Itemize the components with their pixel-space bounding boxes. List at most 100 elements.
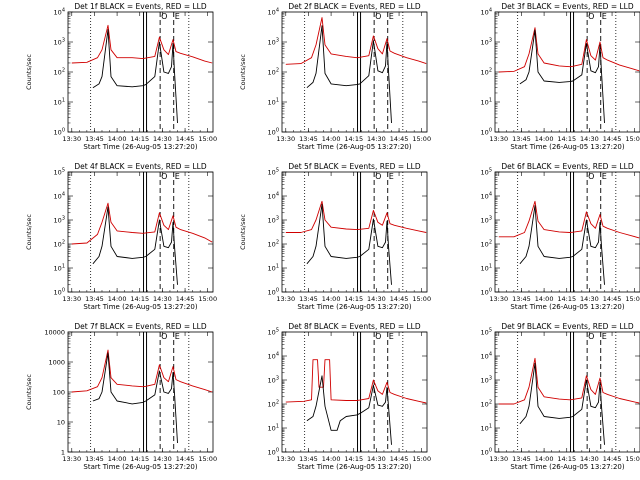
panel-det-3: Det 3f BLACK = Events, RED = LLD 13:30 13:… xyxy=(481,2,640,151)
y-tick-label: 10 xyxy=(57,419,65,427)
panel-title: Det 7f BLACK = Events, RED = LLD xyxy=(74,322,207,331)
y-tick-label: 103 xyxy=(481,216,492,225)
x-axis-label: Start Time (26-Aug-05 13:27:20) xyxy=(83,303,197,311)
y-tick-label: 100 xyxy=(53,389,65,397)
x-axis-label: Start Time (26-Aug-05 13:27:20) xyxy=(83,143,197,151)
x-tick-label: 14:00 xyxy=(322,295,341,303)
marker-label: E xyxy=(175,172,180,181)
y-tick-label: 105 xyxy=(481,328,492,337)
series-line-red-lld xyxy=(498,27,640,73)
marker-label: E xyxy=(389,332,394,341)
x-axis-label: Start Time (26-Aug-05 13:27:20) xyxy=(510,463,624,471)
x-axis-label: Start Time (26-Aug-05 13:27:20) xyxy=(297,303,411,311)
series-line-red-lld xyxy=(285,200,427,233)
x-tick-label: 13:45 xyxy=(299,455,318,463)
y-tick-label: 102 xyxy=(268,68,279,77)
x-tick-label: 13:45 xyxy=(512,135,531,143)
x-tick-label: 14:00 xyxy=(535,295,554,303)
y-tick-label: 100 xyxy=(481,288,492,297)
y-axis-label: Counts/sec xyxy=(239,54,247,90)
y-tick-label: 100 xyxy=(268,288,279,297)
x-tick-label: 13:45 xyxy=(299,135,318,143)
marker-label: O xyxy=(588,12,594,21)
x-tick-label: 15:00 xyxy=(198,295,217,303)
panel-det-8: Det 8f BLACK = Events, RED = LLD 13:30 13:… xyxy=(268,322,432,471)
series-line-black-events xyxy=(519,362,605,445)
y-tick-label: 101 xyxy=(481,424,492,433)
series-line-black-events xyxy=(519,205,605,285)
series-group xyxy=(71,24,213,124)
x-tick-label: 14:45 xyxy=(390,135,409,143)
plot-frame xyxy=(67,171,214,293)
y-tick-label: 100 xyxy=(481,128,492,137)
series-line-red-lld xyxy=(71,349,213,393)
y-tick-label: 104 xyxy=(268,8,279,17)
x-axis-label: Start Time (26-Aug-05 13:27:20) xyxy=(297,143,411,151)
panel-title: Det 1f BLACK = Events, RED = LLD xyxy=(74,2,207,11)
y-tick-label: 1 xyxy=(61,449,65,457)
x-tick-label: 14:00 xyxy=(108,135,127,143)
x-tick-label: 14:45 xyxy=(603,455,622,463)
x-tick-label: 14:15 xyxy=(344,295,363,303)
time-markers xyxy=(304,12,404,132)
plot-frame xyxy=(494,171,640,293)
x-tick-label: 14:30 xyxy=(153,135,172,143)
y-tick-label: 104 xyxy=(54,192,65,201)
series-line-black-events xyxy=(306,375,392,445)
x-tick-label: 13:45 xyxy=(299,295,318,303)
series-group xyxy=(498,200,640,285)
y-axis-label: Counts/sec xyxy=(25,214,33,250)
y-tick-label: 100 xyxy=(54,128,65,137)
y-tick-label: 101 xyxy=(54,98,65,107)
x-tick-label: 13:30 xyxy=(276,295,295,303)
time-markers xyxy=(517,12,617,132)
series-line-red-lld xyxy=(71,202,213,245)
y-tick-label: 102 xyxy=(481,240,492,249)
time-markers xyxy=(304,332,404,452)
x-tick-label: 14:45 xyxy=(390,455,409,463)
series-line-red-lld xyxy=(498,357,640,405)
x-tick-label: 13:45 xyxy=(512,455,531,463)
series-line-black-events xyxy=(306,25,392,124)
series-line-red-lld xyxy=(498,200,640,239)
x-tick-label: 14:15 xyxy=(130,295,149,303)
y-tick-label: 103 xyxy=(268,38,279,47)
y-tick-label: 104 xyxy=(481,8,492,17)
plot-frame xyxy=(494,331,640,453)
panel-det-2: Det 2f BLACK = Events, RED = LLD 13:30 13:… xyxy=(239,2,431,151)
y-tick-label: 101 xyxy=(481,264,492,273)
x-tick-label: 14:30 xyxy=(580,455,599,463)
x-tick-label: 14:15 xyxy=(344,135,363,143)
x-tick-label: 15:00 xyxy=(625,455,640,463)
plot-frame xyxy=(67,331,214,453)
x-tick-label: 13:30 xyxy=(276,455,295,463)
x-tick-label: 13:30 xyxy=(489,295,508,303)
x-tick-label: 14:00 xyxy=(108,455,127,463)
x-tick-label: 13:45 xyxy=(85,295,104,303)
y-tick-label: 103 xyxy=(481,376,492,385)
y-tick-label: 102 xyxy=(268,240,279,249)
panel-det-5: Det 5f BLACK = Events, RED = LLD 13:30 13:… xyxy=(239,162,431,311)
y-tick-label: 103 xyxy=(54,38,65,47)
y-tick-label: 105 xyxy=(54,168,65,177)
x-tick-label: 14:00 xyxy=(322,455,341,463)
series-group xyxy=(71,349,213,444)
x-tick-label: 14:30 xyxy=(153,295,172,303)
y-tick-label: 102 xyxy=(481,400,492,409)
x-tick-label: 14:00 xyxy=(108,295,127,303)
y-tick-label: 101 xyxy=(268,264,279,273)
y-tick-label: 103 xyxy=(268,216,279,225)
series-group xyxy=(285,17,427,124)
series-group xyxy=(498,27,640,124)
y-tick-label: 102 xyxy=(481,68,492,77)
panel-det-6: Det 6f BLACK = Events, RED = LLD 13:30 13:… xyxy=(481,162,640,311)
y-axis-label: Counts/sec xyxy=(239,214,247,250)
y-tick-label: 10000 xyxy=(44,329,65,337)
y-tick-label: 100 xyxy=(268,448,279,457)
panel-title: Det 6f BLACK = Events, RED = LLD xyxy=(501,162,634,171)
y-tick-label: 103 xyxy=(481,38,492,47)
x-tick-label: 13:45 xyxy=(85,455,104,463)
x-tick-label: 14:15 xyxy=(130,135,149,143)
x-tick-label: 14:00 xyxy=(535,455,554,463)
y-tick-label: 101 xyxy=(268,424,279,433)
